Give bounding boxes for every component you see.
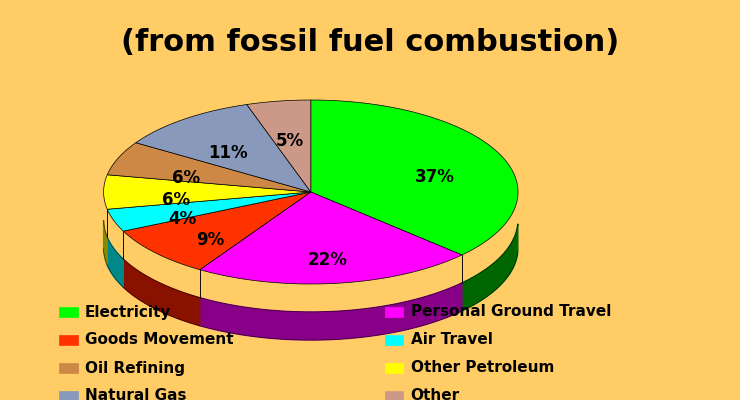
Polygon shape [200, 192, 462, 284]
Polygon shape [462, 224, 518, 311]
Text: Natural Gas: Natural Gas [85, 388, 186, 400]
Text: 6%: 6% [172, 169, 200, 187]
Bar [59, 307, 78, 317]
Text: Goods Movement: Goods Movement [85, 332, 234, 348]
Polygon shape [107, 192, 311, 231]
Polygon shape [311, 100, 518, 255]
Text: Personal Ground Travel: Personal Ground Travel [411, 304, 611, 320]
Polygon shape [136, 104, 311, 192]
Text: 6%: 6% [162, 192, 190, 210]
Polygon shape [104, 175, 311, 209]
Text: 5%: 5% [276, 132, 304, 150]
Text: Other: Other [411, 388, 460, 400]
Bar [385, 391, 403, 400]
Text: 22%: 22% [308, 251, 348, 269]
Polygon shape [246, 100, 311, 192]
Polygon shape [104, 220, 107, 265]
Text: 37%: 37% [414, 168, 454, 186]
Polygon shape [107, 143, 311, 192]
Bar [385, 307, 403, 317]
Polygon shape [107, 237, 124, 287]
Text: Electricity: Electricity [85, 304, 172, 320]
Text: Oil Refining: Oil Refining [85, 360, 185, 376]
Text: 4%: 4% [169, 210, 197, 228]
Text: (from fossil fuel combustion): (from fossil fuel combustion) [121, 28, 619, 57]
Bar [385, 363, 403, 373]
Text: Other Petroleum: Other Petroleum [411, 360, 554, 376]
Polygon shape [200, 283, 462, 340]
Text: 9%: 9% [195, 231, 224, 249]
Text: 11%: 11% [209, 144, 248, 162]
Polygon shape [124, 259, 200, 326]
Bar [59, 391, 78, 400]
Text: Air Travel: Air Travel [411, 332, 493, 348]
Bar [59, 363, 78, 373]
Polygon shape [124, 192, 311, 270]
Bar [59, 335, 78, 345]
Bar [385, 335, 403, 345]
